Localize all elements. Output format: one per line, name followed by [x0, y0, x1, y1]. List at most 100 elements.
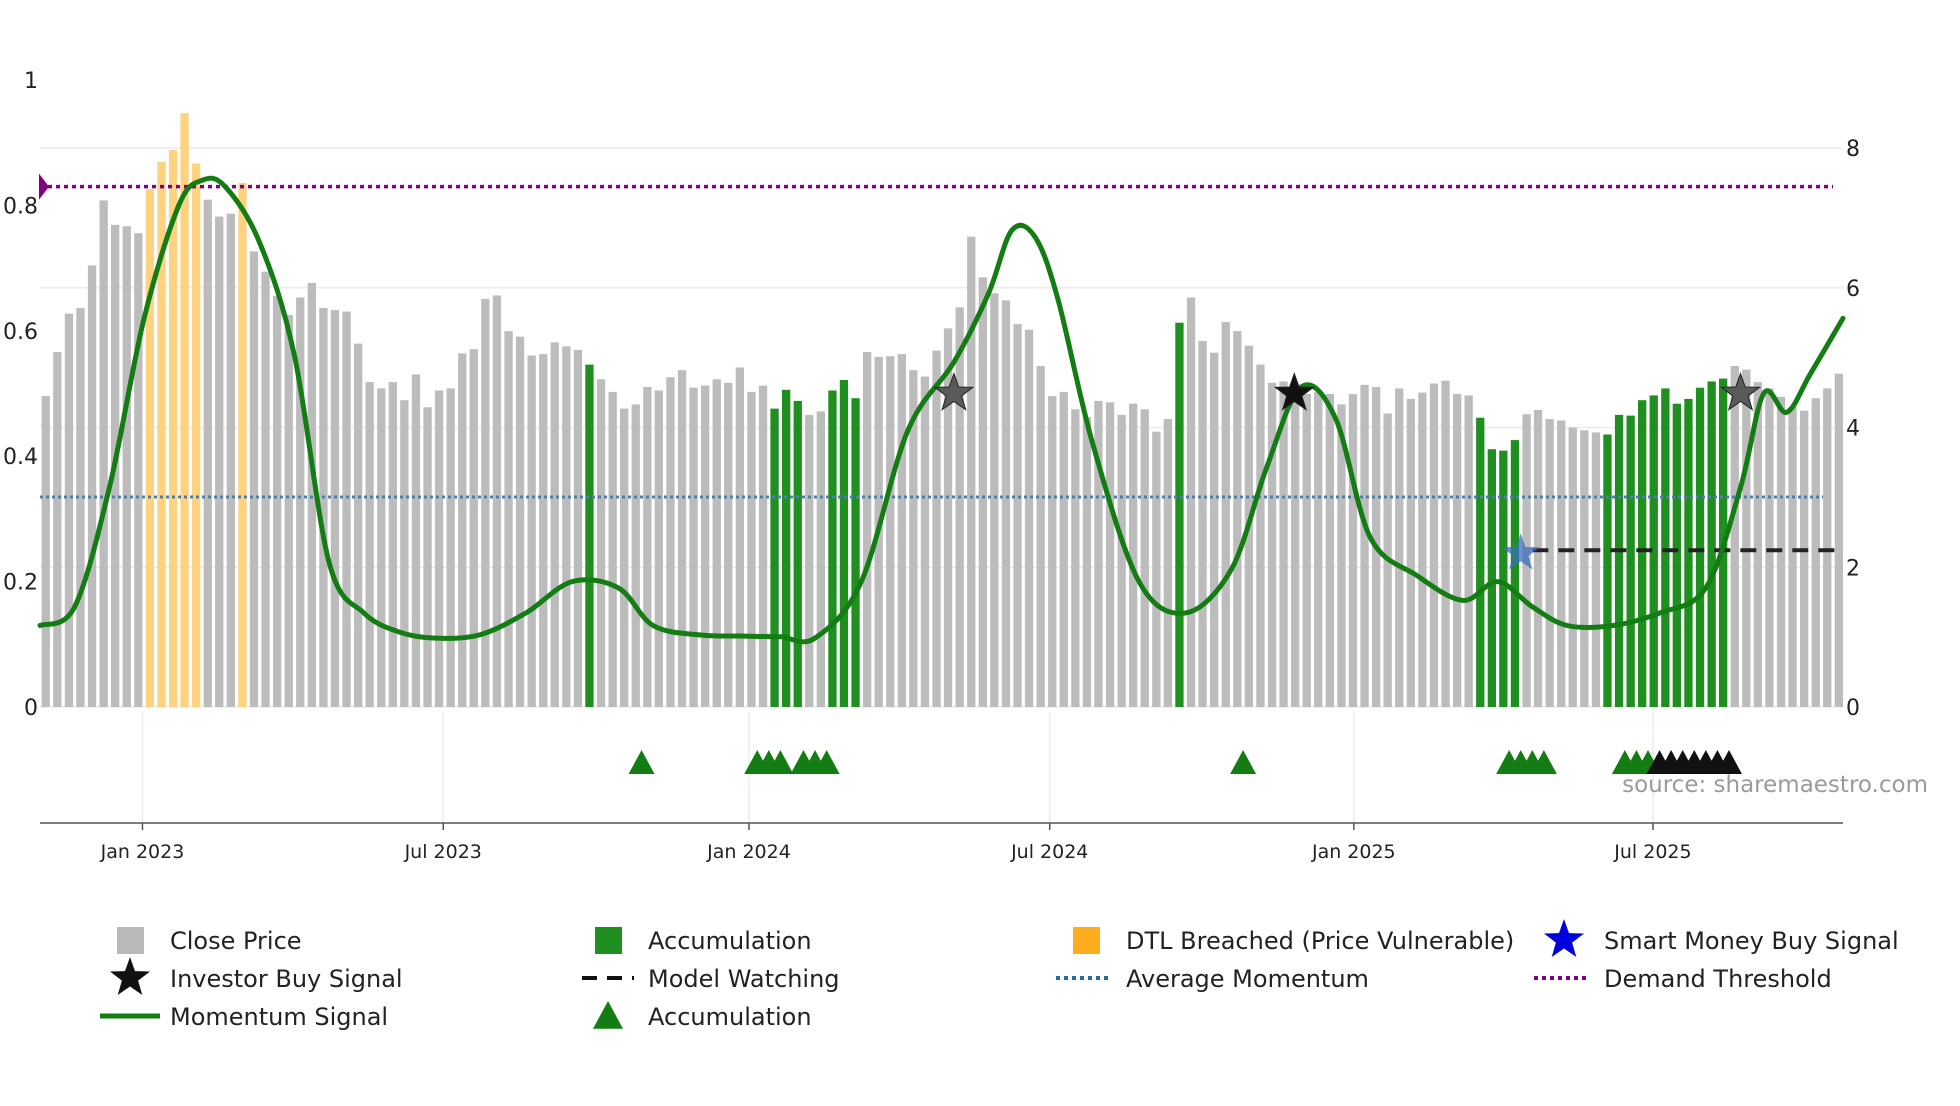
legend-item: Momentum Signal — [100, 1003, 388, 1031]
x-tick-label: Jan 2025 — [1311, 841, 1396, 863]
close-price-bar — [1326, 394, 1334, 707]
accumulation-bar — [1476, 418, 1484, 707]
close-price-bar — [817, 411, 825, 707]
close-price-bar — [1083, 417, 1091, 707]
close-price-bar — [88, 265, 96, 707]
left-tick-label: 0.4 — [3, 445, 38, 470]
legend-label: Accumulation — [648, 1003, 812, 1031]
close-price-bar — [377, 388, 385, 707]
close-price-bar — [1592, 432, 1600, 707]
legend-item: DTL Breached (Price Vulnerable) — [1073, 927, 1514, 955]
close-price-bar — [1303, 394, 1311, 707]
accumulation-bar — [1499, 451, 1507, 707]
accumulation-bar — [770, 409, 778, 707]
dtl-breached-bar — [146, 189, 154, 707]
accumulation-bar — [1627, 416, 1635, 707]
close-price-bar — [1453, 394, 1461, 707]
close-price-bar — [562, 346, 570, 707]
close-price-bar — [1441, 381, 1449, 707]
close-price-bar — [1765, 388, 1773, 707]
close-price-bar — [65, 314, 73, 707]
close-price-bar — [1395, 388, 1403, 707]
accumulation-bar — [1684, 399, 1692, 707]
legend-label: Accumulation — [648, 927, 812, 955]
close-price-bar — [805, 415, 813, 707]
close-price-bar — [886, 356, 894, 707]
close-price-bar — [551, 342, 559, 707]
close-price-bar — [1268, 383, 1276, 707]
close-price-bar — [1823, 388, 1831, 707]
accumulation-bar — [1511, 440, 1519, 707]
close-price-bar — [1002, 300, 1010, 707]
close-price-bar — [1060, 392, 1068, 707]
legend-item: Accumulation — [595, 927, 812, 955]
accumulation-bar — [1661, 388, 1669, 707]
close-price-bar — [1106, 402, 1114, 707]
close-price-bar — [123, 226, 131, 707]
close-price-bar — [273, 296, 281, 707]
close-price-bar — [458, 353, 466, 707]
close-price-bar — [76, 308, 84, 707]
close-price-bar — [1812, 398, 1820, 707]
legend-swatch-square — [595, 927, 622, 954]
close-price-bar — [932, 351, 940, 707]
close-price-bar — [215, 217, 223, 708]
close-price-bar — [389, 382, 397, 707]
close-price-bar — [1187, 298, 1195, 708]
close-price-bar — [1037, 366, 1045, 707]
left-tick-label: 1 — [24, 69, 38, 94]
close-price-bar — [400, 400, 408, 707]
legend-label: Investor Buy Signal — [170, 965, 403, 993]
accumulation-bar — [1615, 415, 1623, 707]
close-price-bar — [1731, 366, 1739, 707]
accumulation-bar — [1638, 400, 1646, 707]
accumulation-bar — [782, 390, 790, 707]
close-price-bar — [134, 233, 142, 707]
close-price-bar — [1788, 407, 1796, 708]
close-price-bar — [100, 200, 108, 707]
legend: Close Price Accumulation DTL Breached (Pri… — [100, 919, 1899, 1031]
close-price-bar — [227, 214, 235, 707]
signal-markers — [935, 374, 1760, 570]
close-price-bar — [423, 407, 431, 707]
accumulation-bar — [1175, 323, 1183, 707]
close-price-bar — [493, 295, 501, 707]
legend-item: Investor Buy Signal — [110, 957, 403, 995]
close-price-bar — [1418, 393, 1426, 707]
legend-item: Average Momentum — [1056, 965, 1369, 993]
accumulation-triangle — [629, 750, 655, 774]
close-price-bar — [504, 331, 512, 707]
close-price-bar — [620, 409, 628, 707]
close-price-bar — [1546, 419, 1554, 707]
close-price-bar — [42, 396, 50, 707]
right-tick-label: 6 — [1846, 277, 1860, 302]
x-tick-label: Jul 2024 — [1010, 841, 1088, 863]
close-price-bar — [1314, 392, 1322, 707]
close-price-bar — [1835, 374, 1843, 707]
accumulation-bar — [1673, 404, 1681, 707]
accumulation-bar — [1696, 388, 1704, 707]
close-price-bar — [250, 251, 258, 707]
x-tick-label: Jan 2023 — [100, 841, 185, 863]
legend-label: Average Momentum — [1126, 965, 1369, 993]
close-price-bar — [1210, 353, 1218, 707]
legend-item: Demand Threshold — [1534, 965, 1832, 993]
accumulation-bar — [840, 380, 848, 707]
legend-label: Smart Money Buy Signal — [1604, 927, 1899, 955]
accumulation-bar — [851, 398, 859, 707]
close-price-bar — [678, 370, 686, 707]
close-price-bar — [331, 310, 339, 707]
close-price-bar — [921, 377, 929, 708]
close-price-bar — [1048, 396, 1056, 707]
x-tick-label: Jan 2024 — [706, 841, 791, 863]
close-price-bar — [1580, 430, 1588, 707]
right-tick-label: 0 — [1846, 696, 1860, 721]
accumulation-bar — [1603, 435, 1611, 708]
accumulation-bar — [794, 401, 802, 707]
close-price-bar — [990, 293, 998, 707]
close-price-bar — [597, 379, 605, 707]
close-price-bar — [574, 350, 582, 707]
legend-item: Close Price — [117, 927, 302, 955]
